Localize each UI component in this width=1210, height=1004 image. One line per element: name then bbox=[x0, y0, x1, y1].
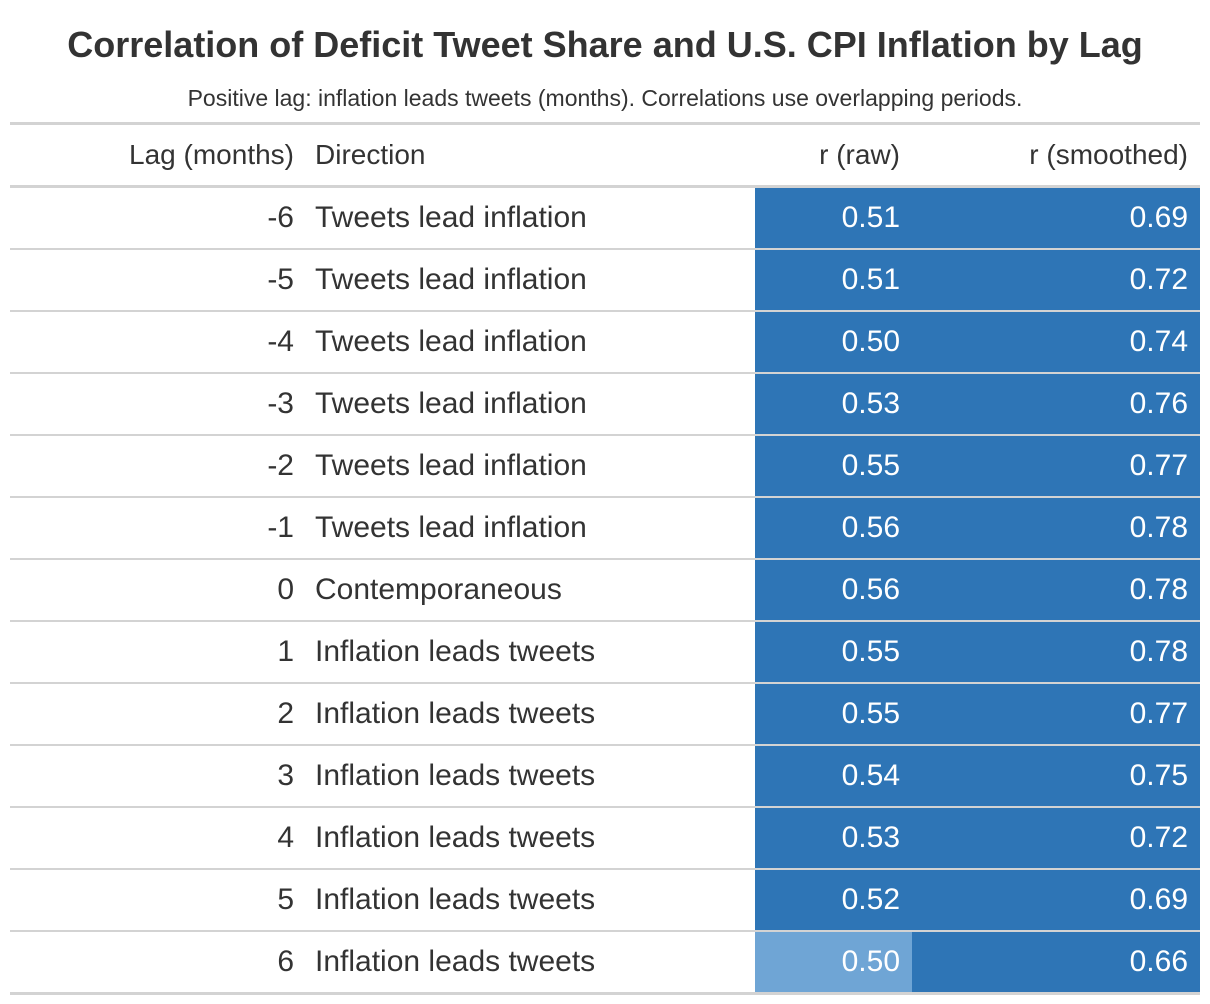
cell-direction: Inflation leads tweets bbox=[315, 635, 596, 668]
cell-lag: 0 bbox=[277, 573, 294, 606]
cell-lag: 6 bbox=[277, 945, 294, 978]
cell-r-smoothed: 0.69 bbox=[912, 188, 1200, 248]
cell-r-raw: 0.55 bbox=[755, 622, 912, 682]
cell-r-smoothed: 0.74 bbox=[912, 312, 1200, 372]
cell-r-smoothed: 0.69 bbox=[912, 870, 1200, 930]
cell-r-smoothed: 0.78 bbox=[912, 560, 1200, 620]
cell-r-smoothed: 0.75 bbox=[912, 746, 1200, 806]
cell-lag: 5 bbox=[277, 883, 294, 916]
table-row: -3 Tweets lead inflation 0.53 0.76 bbox=[10, 374, 1200, 436]
cell-direction: Inflation leads tweets bbox=[315, 945, 596, 978]
cell-lag: -4 bbox=[267, 325, 294, 358]
header-r-raw: r (raw) bbox=[819, 139, 900, 170]
cell-r-raw: 0.55 bbox=[755, 436, 912, 496]
header-direction: Direction bbox=[315, 139, 426, 170]
table-row: -2 Tweets lead inflation 0.55 0.77 bbox=[10, 436, 1200, 498]
cell-direction: Tweets lead inflation bbox=[315, 449, 587, 482]
cell-lag: 4 bbox=[277, 821, 294, 854]
chart-subtitle: Positive lag: inflation leads tweets (mo… bbox=[187, 85, 1023, 111]
header-lag: Lag (months) bbox=[129, 139, 294, 170]
cell-r-raw: 0.56 bbox=[755, 560, 912, 620]
cell-r-smoothed: 0.77 bbox=[912, 436, 1200, 496]
cell-r-raw: 0.53 bbox=[755, 808, 912, 868]
cell-lag: -5 bbox=[267, 263, 294, 296]
table-row: 6 Inflation leads tweets 0.50 0.66 bbox=[10, 932, 1200, 995]
cell-r-smoothed: 0.66 bbox=[912, 932, 1200, 992]
cell-r-raw: 0.54 bbox=[755, 746, 912, 806]
table-row: 5 Inflation leads tweets 0.52 0.69 bbox=[10, 870, 1200, 932]
cell-r-raw: 0.51 bbox=[755, 250, 912, 310]
cell-direction: Tweets lead inflation bbox=[315, 387, 587, 420]
cell-r-smoothed: 0.77 bbox=[912, 684, 1200, 744]
cell-r-smoothed: 0.76 bbox=[912, 374, 1200, 434]
cell-r-smoothed: 0.78 bbox=[912, 622, 1200, 682]
table-top-rule bbox=[10, 122, 1200, 125]
chart-title: Correlation of Deficit Tweet Share and U… bbox=[67, 24, 1143, 65]
table-row: 0 Contemporaneous 0.56 0.78 bbox=[10, 560, 1200, 622]
table-header: Lag (months) Direction r (raw) r (smooth… bbox=[10, 125, 1200, 188]
cell-r-raw: 0.50 bbox=[755, 312, 912, 372]
cell-r-smoothed: 0.72 bbox=[912, 250, 1200, 310]
table-row: 4 Inflation leads tweets 0.53 0.72 bbox=[10, 808, 1200, 870]
cell-r-raw: 0.55 bbox=[755, 684, 912, 744]
cell-lag: 3 bbox=[277, 759, 294, 792]
table-body: -6 Tweets lead inflation 0.51 0.69 -5 Tweets … bbox=[10, 188, 1200, 995]
cell-direction: Tweets lead inflation bbox=[315, 325, 587, 358]
cell-r-smoothed: 0.78 bbox=[912, 498, 1200, 558]
table-row: -6 Tweets lead inflation 0.51 0.69 bbox=[10, 188, 1200, 250]
cell-lag: -3 bbox=[267, 387, 294, 420]
cell-r-raw: 0.53 bbox=[755, 374, 912, 434]
cell-direction: Inflation leads tweets bbox=[315, 821, 596, 854]
table-row: 1 Inflation leads tweets 0.55 0.78 bbox=[10, 622, 1200, 684]
cell-r-raw: 0.56 bbox=[755, 498, 912, 558]
cell-r-raw: 0.52 bbox=[755, 870, 912, 930]
table-row: 3 Inflation leads tweets 0.54 0.75 bbox=[10, 746, 1200, 808]
cell-direction: Tweets lead inflation bbox=[315, 263, 587, 296]
table-row: 2 Inflation leads tweets 0.55 0.77 bbox=[10, 684, 1200, 746]
cell-lag: 2 bbox=[277, 697, 294, 730]
table-row: -1 Tweets lead inflation 0.56 0.78 bbox=[10, 498, 1200, 560]
cell-lag: 1 bbox=[277, 635, 294, 668]
cell-r-raw: 0.51 bbox=[755, 188, 912, 248]
table-row: -5 Tweets lead inflation 0.51 0.72 bbox=[10, 250, 1200, 312]
correlation-table: Lag (months) Direction r (raw) r (smooth… bbox=[10, 122, 1200, 995]
header-r-smoothed: r (smoothed) bbox=[1029, 139, 1188, 170]
cell-lag: -2 bbox=[267, 449, 294, 482]
cell-direction: Tweets lead inflation bbox=[315, 201, 587, 234]
cell-direction: Contemporaneous bbox=[315, 573, 562, 606]
cell-r-smoothed: 0.72 bbox=[912, 808, 1200, 868]
cell-direction: Tweets lead inflation bbox=[315, 511, 587, 544]
cell-direction: Inflation leads tweets bbox=[315, 883, 596, 916]
table-row: -4 Tweets lead inflation 0.50 0.74 bbox=[10, 312, 1200, 374]
cell-direction: Inflation leads tweets bbox=[315, 697, 596, 730]
cell-direction: Inflation leads tweets bbox=[315, 759, 596, 792]
cell-lag: -6 bbox=[267, 201, 294, 234]
cell-r-raw: 0.50 bbox=[755, 932, 912, 992]
cell-lag: -1 bbox=[267, 511, 294, 544]
